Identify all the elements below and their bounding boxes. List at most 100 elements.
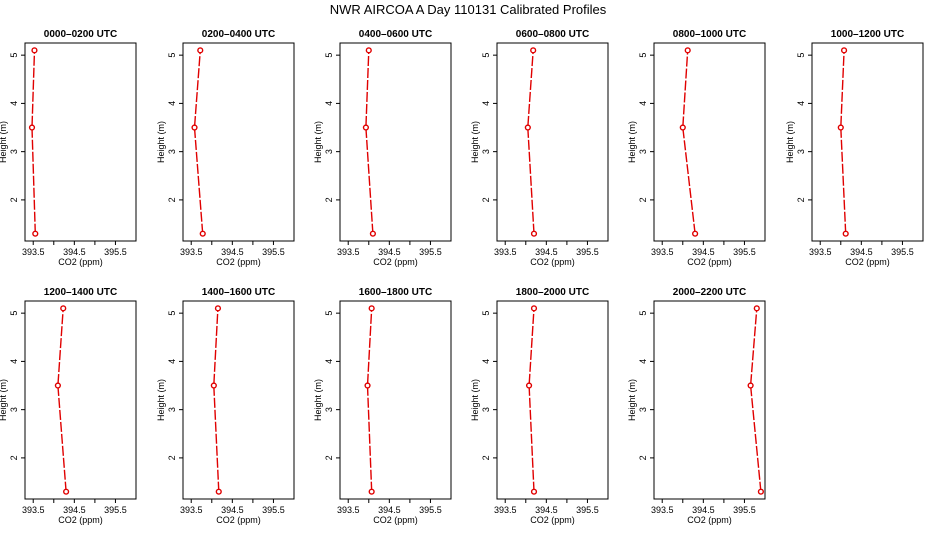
plot-frame: [653, 42, 766, 242]
data-point: [757, 488, 764, 495]
y-tick-label: 3: [796, 149, 806, 154]
y-tick-label: 4: [9, 101, 19, 106]
y-axis-label: Height (m): [0, 379, 8, 421]
panel-title: 0200–0400 UTC: [202, 29, 275, 40]
data-point: [197, 47, 204, 54]
y-tick-label: 2: [167, 197, 177, 202]
y-tick-label: 2: [638, 455, 648, 460]
panel-title: 0400–0600 UTC: [359, 29, 432, 40]
data-point: [837, 124, 844, 131]
y-tick-label: 3: [9, 149, 19, 154]
y-axis-label: Height (m): [627, 121, 637, 163]
data-point: [842, 230, 849, 237]
x-tick-label: 395.5: [733, 247, 756, 257]
data-point: [31, 47, 38, 54]
x-axis-label: CO2 (ppm): [58, 515, 103, 525]
data-point: [54, 382, 61, 389]
data-point: [199, 230, 206, 237]
series-line: [527, 50, 535, 234]
y-tick-label: 5: [481, 53, 491, 58]
data-point: [684, 47, 691, 54]
y-tick-label: 3: [9, 407, 19, 412]
y-tick-label: 5: [481, 311, 491, 316]
x-tick-label: 395.5: [419, 505, 442, 515]
data-point: [530, 305, 538, 312]
x-axis-label: CO2 (ppm): [373, 257, 418, 267]
y-tick-label: 2: [324, 455, 334, 460]
plot-frame: [182, 42, 295, 242]
profile-panel: 0600–0800 UTC 393.5 394.5 395.5 2 3 4 5 CO2 (ppm…: [470, 29, 609, 267]
y-tick-label: 3: [481, 149, 491, 154]
x-tick-label: 393.5: [180, 505, 203, 515]
profile-panel: 1800–2000 UTC 393.5 394.5 395.5 2 3 4 5 CO2 (ppm…: [470, 287, 609, 525]
y-tick-label: 3: [167, 407, 177, 412]
x-tick-label: 393.5: [494, 505, 517, 515]
y-tick-label: 5: [324, 53, 334, 58]
x-tick-label: 393.5: [494, 247, 517, 257]
y-axis-label: Height (m): [0, 121, 8, 163]
x-tick-label: 393.5: [809, 247, 832, 257]
x-tick-label: 394.5: [535, 505, 558, 515]
x-axis-label: CO2 (ppm): [687, 257, 732, 267]
x-tick-label: 393.5: [651, 247, 674, 257]
panel-title: 1000–1200 UTC: [831, 29, 904, 40]
x-tick-label: 394.5: [692, 505, 715, 515]
y-tick-label: 3: [324, 407, 334, 412]
series-line: [57, 308, 67, 492]
y-tick-label: 5: [9, 53, 19, 58]
y-tick-label: 4: [324, 101, 334, 106]
y-tick-label: 4: [324, 359, 334, 364]
y-tick-label: 2: [9, 197, 19, 202]
data-point: [365, 47, 372, 54]
y-tick-label: 4: [796, 101, 806, 106]
data-point: [368, 305, 375, 312]
y-tick-label: 5: [167, 311, 177, 316]
y-axis-label: Height (m): [313, 379, 323, 421]
y-tick-label: 4: [481, 359, 491, 364]
y-tick-label: 4: [167, 359, 177, 364]
plot-frame: [339, 300, 452, 500]
plot-frame: [496, 300, 609, 500]
data-point: [362, 124, 370, 131]
x-tick-label: 395.5: [733, 505, 756, 515]
data-point: [364, 382, 371, 389]
x-tick-label: 395.5: [262, 505, 285, 515]
x-axis-label: CO2 (ppm): [216, 515, 261, 525]
profile-panel: 0000–0200 UTC 393.5 394.5 395.5 2 3 4 5 CO2 (ppm…: [0, 29, 137, 267]
y-tick-label: 5: [9, 311, 19, 316]
data-point: [525, 382, 533, 389]
x-tick-label: 394.5: [378, 505, 401, 515]
y-axis-label: Height (m): [470, 121, 480, 163]
plot-frame: [496, 42, 609, 242]
series-line: [365, 50, 374, 234]
x-tick-label: 394.5: [692, 247, 715, 257]
series-line: [749, 308, 762, 492]
series-line: [31, 50, 36, 234]
panel-title: 1400–1600 UTC: [202, 287, 275, 298]
panel-title: 0600–0800 UTC: [516, 29, 589, 40]
profile-panel: 0200–0400 UTC 393.5 394.5 395.5 2 3 4 5 CO2 (ppm…: [156, 29, 295, 267]
x-tick-label: 394.5: [535, 247, 558, 257]
x-tick-label: 395.5: [576, 247, 599, 257]
y-tick-label: 5: [167, 53, 177, 58]
panel-title: 2000–2200 UTC: [673, 287, 746, 298]
data-point: [753, 305, 760, 312]
x-tick-label: 394.5: [221, 505, 244, 515]
y-tick-label: 3: [638, 149, 648, 154]
y-tick-label: 4: [167, 101, 177, 106]
data-point: [530, 230, 538, 237]
x-tick-label: 393.5: [180, 247, 203, 257]
profile-panel: 1000–1200 UTC 393.5 394.5 395.5 2 3 4 5 CO2 (ppm…: [785, 29, 924, 267]
x-tick-label: 393.5: [651, 505, 674, 515]
profile-panel: 1400–1600 UTC 393.5 394.5 395.5 2 3 4 5 CO2 (ppm…: [156, 287, 295, 525]
x-tick-label: 395.5: [891, 247, 914, 257]
data-point: [60, 305, 67, 312]
x-axis-label: CO2 (ppm): [845, 257, 890, 267]
panel-title: 1200–1400 UTC: [44, 287, 117, 298]
data-point: [530, 47, 537, 54]
y-tick-label: 4: [638, 359, 648, 364]
data-point: [63, 488, 70, 495]
x-axis-label: CO2 (ppm): [58, 257, 103, 267]
